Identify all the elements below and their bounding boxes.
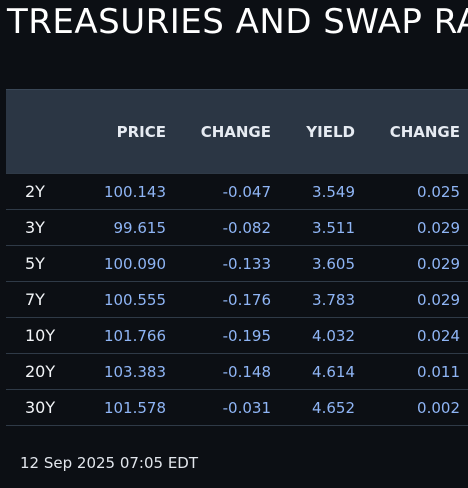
table-row[interactable]: 2Y 100.143 -0.047 3.549 0.025 — [6, 173, 468, 210]
yield-cell: 4.652 — [312, 398, 355, 417]
price-cell: 101.766 — [103, 326, 166, 345]
header-price-change: CHANGE — [166, 89, 271, 174]
yield-cell: 3.783 — [312, 290, 355, 309]
yield-change-cell: 0.029 — [417, 290, 460, 309]
table-header-row: PRICE CHANGE YIELD CHANGE — [6, 89, 468, 174]
table-row[interactable]: 7Y 100.555 -0.176 3.783 0.029 — [6, 281, 468, 318]
pad-cell — [460, 282, 468, 318]
header-pad — [460, 89, 468, 174]
price-change-cell: -0.176 — [222, 290, 271, 309]
term-cell: 2Y — [25, 182, 45, 201]
header-yield: YIELD — [271, 89, 355, 174]
header-term — [6, 89, 62, 174]
header-price: PRICE — [62, 89, 166, 174]
term-cell: 10Y — [25, 326, 56, 345]
yield-change-cell: 0.024 — [417, 326, 460, 345]
header-yield-change: CHANGE — [355, 89, 460, 174]
price-change-cell: -0.031 — [222, 398, 271, 417]
table-row[interactable]: 30Y 101.578 -0.031 4.652 0.002 — [6, 389, 468, 426]
yield-change-cell: 0.025 — [417, 182, 460, 201]
yield-change-cell: 0.029 — [417, 254, 460, 273]
price-change-cell: -0.148 — [222, 362, 271, 381]
table-row[interactable]: 5Y 100.090 -0.133 3.605 0.029 — [6, 245, 468, 282]
yield-cell: 3.605 — [312, 254, 355, 273]
price-cell: 100.090 — [103, 254, 166, 273]
pad-cell — [460, 210, 468, 246]
price-change-cell: -0.195 — [222, 326, 271, 345]
rates-table: PRICE CHANGE YIELD CHANGE 2Y 100.143 -0.… — [6, 89, 468, 426]
price-cell: 99.615 — [113, 218, 167, 237]
pad-cell — [460, 246, 468, 282]
term-cell: 20Y — [25, 362, 56, 381]
pad-cell — [460, 354, 468, 390]
page-title: TREASURIES AND SWAP RA — [7, 2, 468, 42]
term-cell: 5Y — [25, 254, 45, 273]
price-change-cell: -0.133 — [222, 254, 271, 273]
yield-cell: 3.549 — [312, 182, 355, 201]
term-cell: 30Y — [25, 398, 56, 417]
price-cell: 103.383 — [103, 362, 166, 381]
table-row[interactable]: 3Y 99.615 -0.082 3.511 0.029 — [6, 209, 468, 246]
term-cell: 3Y — [25, 218, 45, 237]
price-change-cell: -0.047 — [222, 182, 271, 201]
yield-change-cell: 0.029 — [417, 218, 460, 237]
table-row[interactable]: 20Y 103.383 -0.148 4.614 0.011 — [6, 353, 468, 390]
price-cell: 100.143 — [103, 182, 166, 201]
yield-change-cell: 0.002 — [417, 398, 460, 417]
yield-cell: 4.614 — [312, 362, 355, 381]
pad-cell — [460, 318, 468, 354]
table-row[interactable]: 10Y 101.766 -0.195 4.032 0.024 — [6, 317, 468, 354]
price-cell: 101.578 — [103, 398, 166, 417]
yield-change-cell: 0.011 — [417, 362, 460, 381]
term-cell: 7Y — [25, 290, 45, 309]
price-change-cell: -0.082 — [222, 218, 271, 237]
timestamp: 12 Sep 2025 07:05 EDT — [20, 454, 199, 472]
pad-cell — [460, 390, 468, 426]
yield-cell: 4.032 — [312, 326, 355, 345]
yield-cell: 3.511 — [312, 218, 355, 237]
price-cell: 100.555 — [103, 290, 166, 309]
pad-cell — [460, 174, 468, 210]
